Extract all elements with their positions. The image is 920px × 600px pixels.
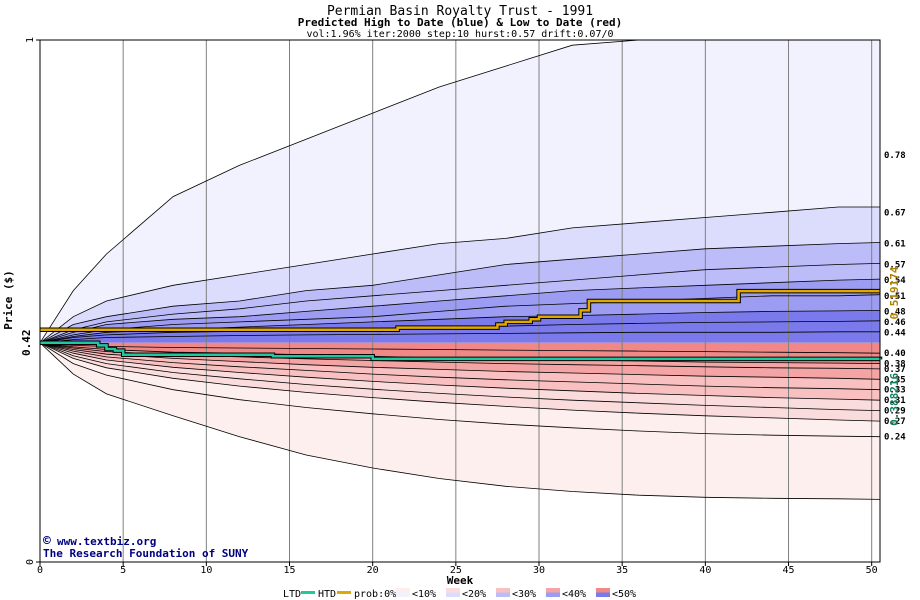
chart-params: vol:1.96% iter:2000 step:10 hurst:0.57 d… xyxy=(306,29,613,40)
legend: LTD HTD prob:0% <10% <20% <30% <40% <50% xyxy=(283,588,636,600)
htd-band-4 xyxy=(40,263,880,343)
ltd-path-line xyxy=(40,341,882,361)
ltd-band-1 xyxy=(40,342,880,354)
contour-line-19 xyxy=(39,342,881,500)
contour-line-16 xyxy=(39,342,881,411)
legend-htd-label: HTD xyxy=(318,589,336,600)
quantile-label-12: 0.37 xyxy=(884,365,906,375)
ltd-band-9 xyxy=(40,342,880,437)
x-tick-label-5: 5 xyxy=(120,565,126,576)
legend-prob-label: prob:0% xyxy=(354,589,396,600)
quantile-label-1: 0.78 xyxy=(884,151,906,161)
credit-url[interactable]: www.textbiz.org xyxy=(57,535,156,548)
htd-final-value: 0.519174 xyxy=(888,266,901,319)
htd-band-8 xyxy=(40,320,880,343)
x-tick-label-25: 25 xyxy=(450,565,462,576)
quantile-label-10: 0.40 xyxy=(884,349,906,359)
copyright-icon: © xyxy=(43,534,51,549)
htd-band-1 xyxy=(40,40,880,343)
htd-band-9 xyxy=(40,331,880,343)
contour-line-18 xyxy=(39,342,881,438)
x-tick-label-15: 15 xyxy=(283,565,295,576)
legend-bin-swatch-2 xyxy=(446,588,460,597)
price-paths xyxy=(40,288,883,362)
legend-bin-swatch-5 xyxy=(596,588,610,597)
quantile-label-13: 0.35 xyxy=(884,375,906,385)
htd-band-5 xyxy=(40,279,880,343)
quantile-label-2: 0.67 xyxy=(884,208,906,218)
quantile-label-4: 0.57 xyxy=(884,261,906,271)
ltd-band-8 xyxy=(40,342,880,422)
y-tick-label-0: 0 xyxy=(25,559,36,565)
htd-path-line xyxy=(40,289,880,331)
contour-line-9 xyxy=(39,331,880,344)
x-tick-label-50: 50 xyxy=(866,565,878,576)
htd-band-group xyxy=(40,40,880,343)
contour-line-10 xyxy=(39,342,881,354)
legend-bin-2: <20% xyxy=(462,589,486,600)
htd-band-2 xyxy=(40,207,880,343)
htd-band-3 xyxy=(40,242,880,343)
ltd-final-value: 0.388216 xyxy=(888,372,901,425)
quantile-label-5: 0.54 xyxy=(884,276,906,286)
ltd-band-3 xyxy=(40,342,880,369)
legend-htd-swatch xyxy=(337,591,351,594)
quantile-label-8: 0.46 xyxy=(884,318,906,328)
x-tick-label-10: 10 xyxy=(200,565,212,576)
x-tick-label-45: 45 xyxy=(782,565,794,576)
ltd-band-6 xyxy=(40,342,880,401)
gridlines xyxy=(122,40,873,562)
right-quantile-labels: 0.78 0.67 0.61 0.57 0.54 0.51 0.480.460.44 0.40… xyxy=(884,151,906,443)
x-tick-label-30: 30 xyxy=(533,565,545,576)
legend-ltd-swatch xyxy=(301,591,315,594)
chart-subtitle: Predicted High to Date (blue) & Low to D… xyxy=(298,16,623,29)
quantile-label-17: 0.27 xyxy=(884,417,906,427)
contour-line-4 xyxy=(39,263,881,344)
contour-line-3 xyxy=(39,242,881,344)
y-axis-ticks: 01 xyxy=(25,37,40,565)
legend-bin-swatch-4 xyxy=(546,588,560,597)
contour-line-14 xyxy=(39,342,881,391)
y-axis-label: Price ($) xyxy=(2,270,15,330)
contour-line-5 xyxy=(39,278,881,344)
x-tick-label-40: 40 xyxy=(699,565,711,576)
ltd-band-7 xyxy=(40,342,880,411)
legend-bin-1: <10% xyxy=(412,589,436,600)
ltd-band-4 xyxy=(40,342,880,380)
htd-band-6 xyxy=(40,294,880,343)
start-price-label: 0.42 xyxy=(20,330,33,357)
contour-line-2 xyxy=(39,206,880,344)
quantile-label-7: 0.48 xyxy=(884,307,906,317)
contour-line-17 xyxy=(39,342,881,422)
x-axis-ticks: 0 5 10 15 20 25 30 35 40 45 50 xyxy=(37,562,878,576)
x-tick-label-20: 20 xyxy=(367,565,379,576)
quantile-label-18: 0.24 xyxy=(884,433,906,443)
x-tick-label-35: 35 xyxy=(616,565,628,576)
x-tick-label-0: 0 xyxy=(37,565,43,576)
x-axis-label: Week xyxy=(447,574,474,587)
legend-bin-5: <50% xyxy=(612,589,636,600)
credit-org: The Research Foundation of SUNY xyxy=(43,547,249,560)
legend-ltd-label: LTD xyxy=(283,589,301,600)
legend-bin-swatch-1 xyxy=(396,588,410,597)
quantile-label-9: 0.44 xyxy=(884,328,906,338)
ltd-band-5 xyxy=(40,342,880,390)
plot-frame xyxy=(39,39,881,563)
chart-title: Permian Basin Royalty Trust - 1991 xyxy=(327,4,593,19)
credit-block: © www.textbiz.org The Research Foundatio… xyxy=(43,534,249,560)
quantile-label-14: 0.33 xyxy=(884,386,906,396)
quantile-label-11: 0.38 xyxy=(884,360,906,370)
quantile-label-15: 0.31 xyxy=(884,396,906,406)
y-tick-label-1: 1 xyxy=(25,37,36,43)
quantile-label-16: 0.29 xyxy=(884,407,906,417)
legend-bin-swatch-3 xyxy=(496,588,510,597)
quantile-label-3: 0.61 xyxy=(884,240,906,250)
legend-bin-3: <30% xyxy=(512,589,536,600)
quantile-label-6: 0.51 xyxy=(884,292,906,302)
legend-bin-4: <40% xyxy=(562,589,586,600)
contour-line-15 xyxy=(39,342,881,401)
